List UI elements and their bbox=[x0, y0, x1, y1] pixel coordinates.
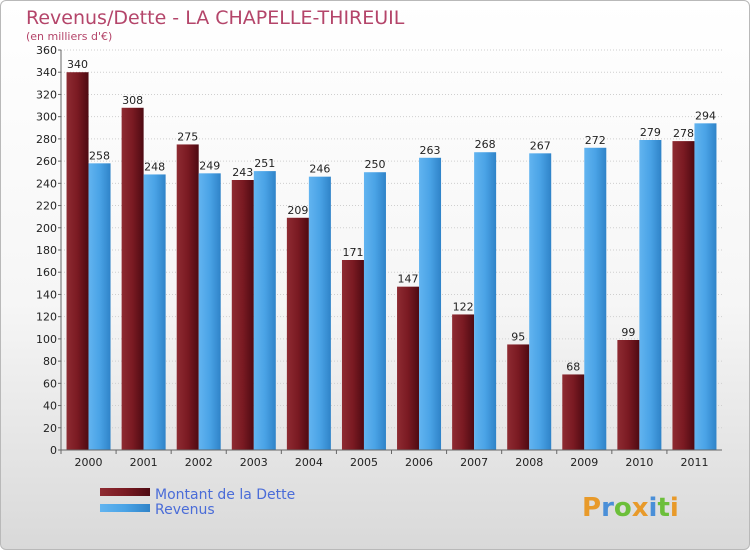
x-tick-label: 2005 bbox=[350, 456, 378, 469]
bar-revenus bbox=[253, 171, 276, 450]
logo-letter: i bbox=[670, 493, 679, 523]
y-tick-label: 180 bbox=[36, 244, 57, 257]
y-tick-label: 20 bbox=[43, 422, 57, 435]
bar-debt bbox=[562, 374, 585, 450]
data-label-revenus: 263 bbox=[420, 144, 441, 157]
x-tick-label: 2010 bbox=[625, 456, 653, 469]
bar-revenus bbox=[143, 174, 166, 450]
y-tick-label: 280 bbox=[36, 133, 57, 146]
legend-swatch-debt bbox=[100, 488, 150, 496]
data-label-revenus: 248 bbox=[144, 160, 165, 173]
data-label-debt: 278 bbox=[673, 127, 694, 140]
bar-debt bbox=[231, 180, 254, 450]
logo-letter: t bbox=[657, 493, 669, 523]
bar-debt bbox=[617, 340, 640, 450]
data-label-debt: 95 bbox=[511, 330, 525, 343]
y-tick-label: 240 bbox=[36, 177, 57, 190]
legend-label-revenus: Revenus bbox=[155, 502, 215, 518]
data-label-debt: 275 bbox=[177, 130, 198, 143]
data-label-debt: 308 bbox=[122, 94, 143, 107]
data-label-revenus: 246 bbox=[309, 163, 330, 176]
data-label-debt: 243 bbox=[232, 166, 253, 179]
x-tick-label: 2007 bbox=[460, 456, 488, 469]
x-tick-label: 2002 bbox=[185, 456, 213, 469]
data-label-debt: 171 bbox=[342, 246, 363, 259]
bar-revenus bbox=[88, 163, 111, 451]
x-tick-label: 2006 bbox=[405, 456, 433, 469]
x-tick-label: 2011 bbox=[680, 456, 708, 469]
y-tick-label: 100 bbox=[36, 333, 57, 346]
bar-revenus bbox=[639, 140, 662, 450]
data-label-debt: 340 bbox=[67, 58, 88, 71]
y-tick-label: 160 bbox=[36, 266, 57, 279]
bar-debt bbox=[176, 144, 199, 450]
bar-debt bbox=[286, 217, 309, 450]
y-tick-label: 260 bbox=[36, 155, 57, 168]
bars bbox=[66, 72, 717, 451]
y-tick-label: 140 bbox=[36, 288, 57, 301]
data-label-revenus: 272 bbox=[585, 134, 606, 147]
chart-subtitle: (en milliers d'€) bbox=[26, 30, 112, 43]
data-label-debt: 147 bbox=[398, 273, 419, 286]
x-tick-label: 2009 bbox=[570, 456, 598, 469]
y-tick-label: 220 bbox=[36, 200, 57, 213]
y-tick-label: 320 bbox=[36, 88, 57, 101]
logo-letter: x bbox=[632, 493, 649, 523]
bar-debt bbox=[507, 344, 530, 450]
legend-label-debt: Montant de la Dette bbox=[155, 487, 295, 503]
bar-revenus bbox=[308, 176, 331, 450]
data-label-revenus: 258 bbox=[89, 149, 110, 162]
bar-revenus bbox=[363, 172, 386, 450]
y-tick-label: 40 bbox=[43, 400, 57, 413]
chart-title: Revenus/Dette - LA CHAPELLE-THIREUIL bbox=[26, 7, 405, 29]
bar-revenus bbox=[529, 153, 552, 451]
logo-letter: P bbox=[582, 493, 601, 523]
logo-letter: i bbox=[649, 493, 658, 523]
data-label-revenus: 251 bbox=[254, 157, 275, 170]
y-tick-label: 200 bbox=[36, 222, 57, 235]
bar-revenus bbox=[474, 152, 497, 450]
proxiti-logo: Proxiti bbox=[582, 493, 679, 523]
data-label-debt: 68 bbox=[566, 360, 580, 373]
bar-debt bbox=[672, 141, 695, 450]
x-tick-label: 2003 bbox=[240, 456, 268, 469]
y-tick-label: 0 bbox=[50, 444, 57, 457]
x-tick-label: 2004 bbox=[295, 456, 323, 469]
data-label-debt: 99 bbox=[621, 326, 635, 339]
logo-letter: o bbox=[614, 493, 632, 523]
data-label-revenus: 267 bbox=[530, 139, 551, 152]
bar-revenus bbox=[419, 157, 442, 450]
y-tick-label: 300 bbox=[36, 111, 57, 124]
axes: 0 20 40 60 80 100 120 140 160 180 200 220 240 260 280 3… bbox=[36, 44, 722, 469]
bar-revenus bbox=[584, 147, 607, 450]
y-tick-label: 340 bbox=[36, 66, 57, 79]
data-label-revenus: 250 bbox=[364, 158, 385, 171]
y-tick-label: 120 bbox=[36, 311, 57, 324]
bar-revenus bbox=[198, 173, 221, 451]
data-label-debt: 209 bbox=[287, 204, 308, 217]
bar-debt bbox=[341, 260, 364, 450]
y-tick-label: 60 bbox=[43, 377, 57, 390]
legend: Montant de la Dette Revenus bbox=[100, 487, 295, 518]
x-tick-label: 2001 bbox=[130, 456, 158, 469]
x-tick-label: 2000 bbox=[75, 456, 103, 469]
data-label-revenus: 294 bbox=[695, 109, 716, 122]
logo-letter: r bbox=[601, 493, 614, 523]
bar-debt bbox=[452, 314, 475, 450]
bar-debt bbox=[66, 72, 89, 450]
data-label-debt: 122 bbox=[453, 300, 474, 313]
data-label-revenus: 268 bbox=[475, 138, 496, 151]
data-label-revenus: 279 bbox=[640, 126, 661, 139]
y-tick-label: 80 bbox=[43, 355, 57, 368]
bar-debt bbox=[121, 107, 144, 451]
bar-revenus bbox=[694, 123, 717, 450]
y-tick-label: 360 bbox=[36, 44, 57, 57]
data-label-revenus: 249 bbox=[199, 159, 220, 172]
x-tick-label: 2008 bbox=[515, 456, 543, 469]
bar-debt bbox=[397, 286, 420, 450]
legend-swatch-revenus bbox=[100, 504, 150, 512]
